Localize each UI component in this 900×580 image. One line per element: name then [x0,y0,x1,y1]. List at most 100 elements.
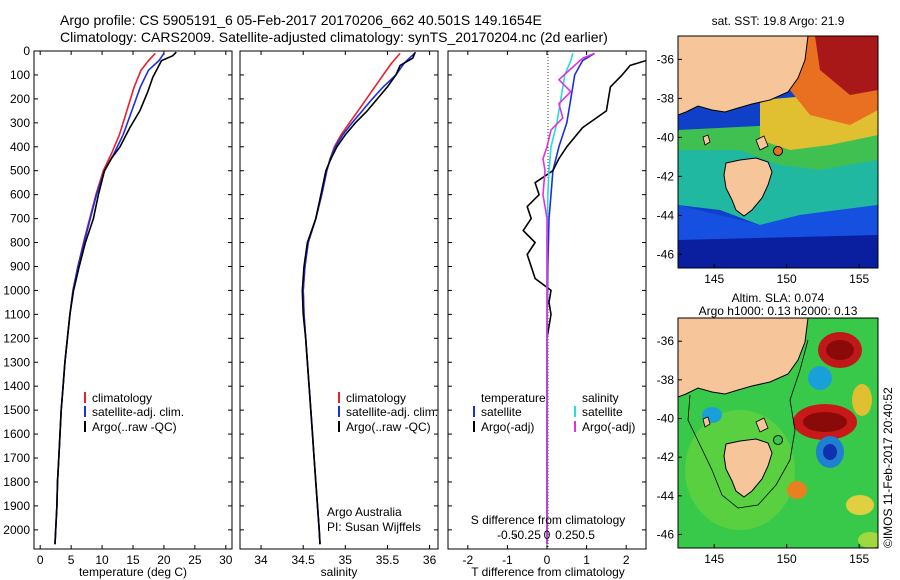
legend-t-argo-label: Argo(-adj) [481,420,534,434]
sla-map-image [678,318,878,548]
legend-climatology-label: climatology [346,391,406,405]
temperature-legend: climatology satellite-adj. clim. Argo(..… [84,391,184,434]
series-s-argo-adj- [542,52,595,545]
map-y-tick-label: -42 [657,169,675,183]
x-tick-label: 5 [68,553,75,567]
y-tick-label: 1200 [3,331,30,345]
sst-argo-float-marker [773,146,783,156]
sla-tasmania [723,438,773,498]
salinity-axes-frame [239,50,439,550]
sst-tasmania [723,157,773,217]
map-y-tick-label: -42 [657,450,675,464]
sla-eddy-red-2-core [803,412,847,432]
temperature-x-axis: 0 5 10 15 20 25 30 [37,51,233,567]
x-tick-label: 20 [157,553,171,567]
y-tick-label: 1900 [3,499,30,513]
sla-eddy-red-1-core [826,340,854,360]
temperature-panel: 0100200300400500600700800900100011001200… [3,44,233,579]
y-tick-label: 100 [10,68,30,82]
map-y-tick-label: -46 [657,527,675,541]
salinity-x-axis: 34 34.5 35 35.5 36 [254,51,437,567]
map-y-tick-label: -44 [657,489,675,503]
annotation-line-2: PI: Susan Wijffels [327,520,421,534]
map-y-tick-label: -40 [657,130,675,144]
legend-argo-label: Argo(..raw -QC) [346,420,431,434]
map-x-tick-label: 155 [849,552,869,566]
salinity-panel: 34 34.5 35 35.5 36 climatology satellite-adj… [239,50,439,579]
x-tick-label: 34.5 [292,553,316,567]
map-y-tick-label: -46 [657,247,675,261]
sla-patch-yellow-2 [846,495,874,515]
s-tick-label: 0 [544,528,551,542]
legend-salinity-title: salinity [582,391,619,405]
sst-map-image [678,36,878,268]
x-tick-label: 0 [544,553,551,567]
y-tick-label: 1000 [3,283,30,297]
temperature-axes-frame [33,50,233,550]
y-tick-label: 1100 [4,307,30,321]
y-tick-label: 1500 [3,403,30,417]
difference-panel: -2 -1 0 1 2 temperature satellite Argo(-adj)… [447,50,647,579]
difference-y-ticks [448,50,646,531]
map-y-tick-label: -38 [657,91,675,105]
y-tick-label: 0 [23,44,30,58]
sla-argo-float-marker [773,435,783,445]
sla-map-axes: 145 150 155 -36 -38 -40 -42 -44 -46 [657,334,870,566]
map-x-tick-label: 145 [704,272,724,286]
sla-eddy-blue-core [823,444,837,460]
sst-mainland [678,36,809,116]
y-tick-label: 400 [10,140,30,154]
y-tick-label: 1700 [3,451,30,465]
difference-legend: temperature satellite Argo(-adj) salinit… [473,391,635,434]
sla-eddy-cyan-1 [808,366,832,390]
difference-series [522,52,646,545]
y-tick-label: 600 [10,188,30,202]
y-tick-label: 1600 [3,427,30,441]
series-argo [54,51,177,545]
s-difference-ticks: -0.5-0.25 0 0.25 0.5 [497,528,595,542]
y-tick-label: 1400 [3,379,30,393]
sla-patch-lime [858,532,878,548]
salinity-xlabel: salinity [321,565,358,579]
map-y-tick-label: -36 [657,52,675,66]
credit-text: ©IMOS 11-Feb-2017 20:40:52 [881,387,895,548]
x-tick-label: 35.5 [376,553,400,567]
sla-map: Altim. SLA: 0.074 Argo h1000: 0.13 h2000… [657,291,879,566]
map-y-tick-label: -38 [657,373,675,387]
legend-argo-label: Argo(..raw -QC) [92,420,177,434]
y-tick-label: 900 [10,259,30,273]
salinity-y-ticks [240,50,438,531]
y-tick-label: 1300 [3,355,30,369]
depth-axis: 0 100 200 300 400 500 600 700 800 900 1000 1100 1200… [3,44,232,537]
difference-x-axis: -2 -1 0 1 2 [462,51,630,567]
sst-map-axes: 145 150 155 -36 -38 -40 -42 -44 -46 [657,52,870,286]
sst-band-blue [678,205,878,245]
legend-satellite-label: satellite-adj. clim. [346,405,438,419]
legend-climatology-label: climatology [92,391,152,405]
sla-map-frame [677,317,879,549]
x-tick-label: 2 [623,553,630,567]
t-difference-xlabel: T difference from climatology [471,565,625,579]
y-tick-label: 200 [10,92,30,106]
legend-s-satellite-label: satellite [582,405,623,419]
x-tick-label: 30 [219,553,233,567]
temperature-series [54,51,177,545]
sla-map-title-1: Altim. SLA: 0.074 [732,291,825,305]
s-difference-label: S difference from climatology [471,513,626,527]
x-tick-label: 1 [583,553,590,567]
sla-mainland [678,318,809,398]
legend-s-argo-label: Argo(-adj) [582,420,635,434]
y-tick-label: 2000 [3,523,30,537]
x-tick-label: 35 [339,553,353,567]
map-x-tick-label: 150 [777,552,797,566]
sla-flinders-island [755,417,769,433]
x-tick-label: -2 [462,553,473,567]
y-tick-label: 500 [10,164,30,178]
y-tick-label: 700 [10,212,30,226]
y-tick-label: 300 [10,116,30,130]
x-tick-label: -1 [502,553,513,567]
sst-map-title: sat. SST: 19.8 Argo: 21.9 [712,14,845,28]
sst-king-island [702,134,711,146]
s-tick-label: 0.5 [578,528,595,542]
sla-king-island [702,416,711,428]
